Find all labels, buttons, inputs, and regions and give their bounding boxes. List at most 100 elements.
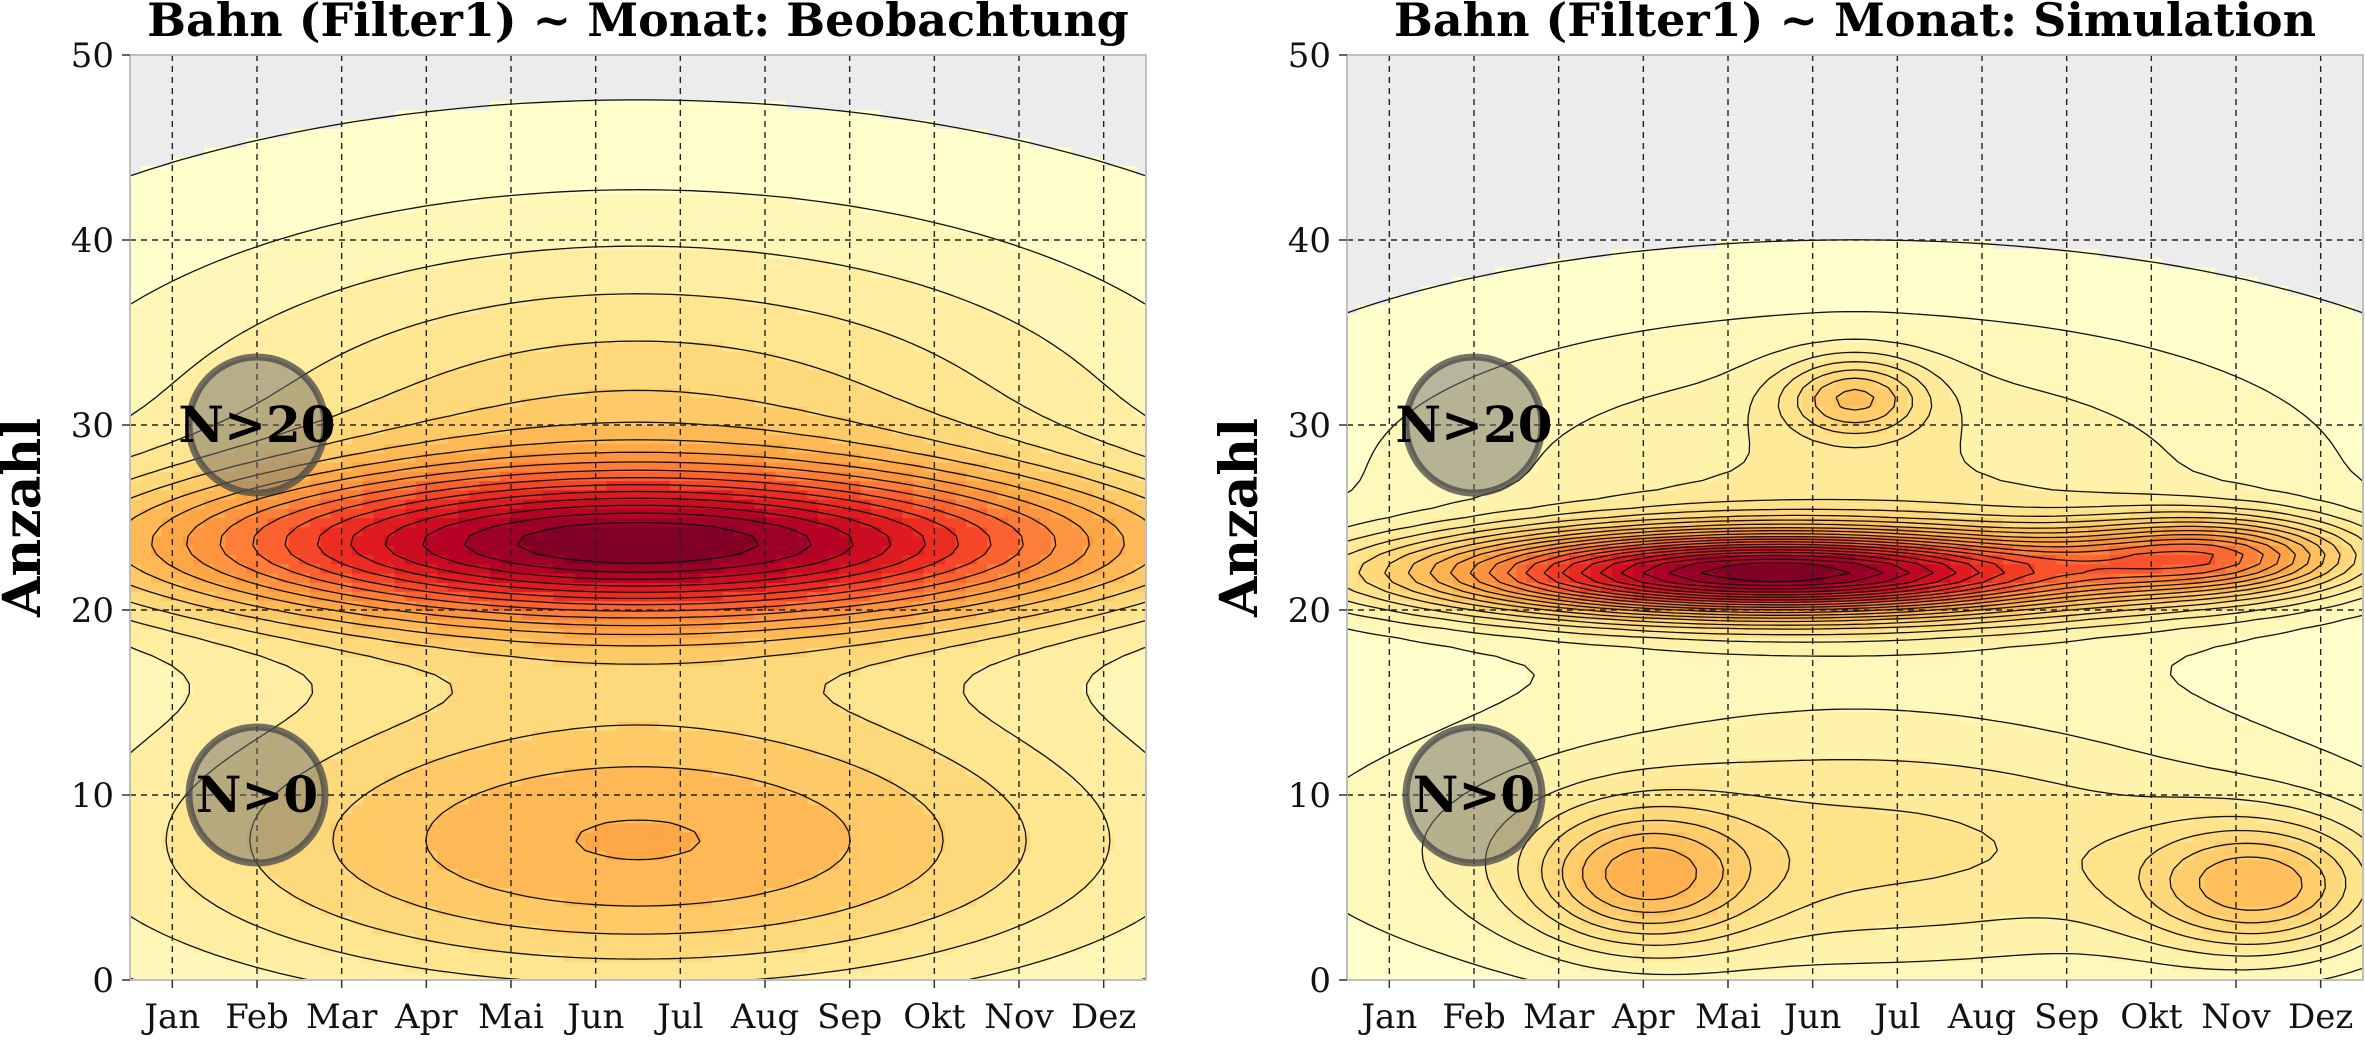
density-cell	[606, 906, 618, 916]
density-cell	[796, 813, 808, 824]
density-cell	[458, 822, 470, 833]
density-cell	[458, 887, 470, 898]
density-cell	[479, 656, 491, 667]
density-cell	[1050, 906, 1062, 916]
density-cell	[648, 878, 660, 889]
density-cell	[627, 785, 639, 796]
density-cell	[288, 591, 300, 602]
density-cell	[204, 665, 216, 676]
density-cell	[817, 832, 830, 842]
density-cell	[267, 545, 279, 556]
density-cell	[193, 610, 205, 620]
density-cell	[172, 758, 184, 768]
density-cell	[987, 508, 999, 519]
density-cell	[320, 739, 332, 750]
density-cell	[362, 674, 375, 685]
density-cell	[1093, 748, 1105, 759]
density-cell	[225, 545, 237, 556]
density-cell	[553, 924, 565, 935]
density-cell	[765, 850, 777, 861]
density-cell	[659, 554, 671, 565]
density-cell	[1103, 869, 1115, 879]
density-cell	[130, 499, 142, 509]
density-cell	[521, 896, 533, 907]
density-cell	[1082, 841, 1094, 852]
density-cell	[987, 517, 999, 528]
density-cell	[426, 804, 438, 815]
density-cell	[786, 915, 798, 926]
density-cell	[1040, 767, 1052, 778]
density-cell	[669, 878, 681, 889]
density-cell	[521, 887, 533, 898]
density-cell	[532, 656, 544, 667]
density-cell	[923, 804, 935, 815]
density-cell	[130, 832, 142, 842]
density-cell	[352, 878, 364, 889]
density-cell	[701, 730, 713, 741]
density-cell	[987, 952, 999, 963]
density-cell	[214, 628, 226, 639]
density-cell	[278, 610, 290, 620]
density-cell	[606, 684, 618, 694]
density-cell	[966, 665, 978, 676]
density-cell	[542, 933, 554, 944]
density-cell	[553, 730, 565, 741]
density-cell	[892, 943, 904, 953]
density-cell	[415, 684, 427, 694]
density-cell	[246, 637, 258, 648]
density-cell	[436, 526, 449, 537]
density-cell	[701, 970, 713, 980]
density-cell	[447, 684, 459, 694]
density-cell	[204, 628, 216, 639]
density-cell	[659, 711, 671, 722]
density-cell	[976, 554, 988, 565]
density-cell	[214, 896, 226, 907]
density-cell	[532, 536, 544, 546]
density-cell	[669, 554, 681, 565]
density-cell	[521, 647, 533, 657]
density-cell	[892, 822, 904, 833]
density-cell	[257, 656, 269, 667]
density-cell	[415, 610, 427, 620]
density-cell	[966, 573, 978, 583]
density-cell	[1124, 508, 1137, 519]
density-cell	[987, 758, 999, 768]
density-cell	[881, 628, 893, 639]
density-cell	[309, 702, 322, 713]
density-cell	[595, 619, 607, 630]
density-cell	[1082, 674, 1094, 685]
density-cell	[394, 656, 406, 667]
density-cell	[860, 841, 872, 852]
density-cell	[1135, 933, 1146, 944]
density-cell	[701, 684, 713, 694]
density-cell	[521, 600, 533, 611]
density-cell	[309, 693, 322, 704]
density-cell	[1093, 684, 1105, 694]
density-cell	[468, 776, 480, 787]
density-cell	[828, 785, 840, 796]
density-cell	[394, 850, 406, 861]
density-cell	[754, 508, 766, 519]
density-cell	[1050, 526, 1062, 537]
density-cell	[606, 961, 618, 972]
density-cell	[309, 952, 322, 963]
density-cell	[436, 591, 449, 602]
density-cell	[288, 536, 300, 546]
density-cell	[204, 573, 216, 583]
density-cell	[796, 906, 808, 916]
density-cell	[1071, 758, 1084, 768]
density-cell	[130, 961, 142, 972]
density-cell	[648, 859, 660, 870]
density-cell	[743, 896, 756, 907]
density-cell	[659, 730, 671, 741]
density-cell	[267, 859, 279, 870]
density-cell	[182, 610, 195, 620]
density-cell	[130, 841, 142, 852]
density-cell	[489, 730, 502, 741]
density-cell	[690, 536, 703, 546]
density-cell	[627, 665, 639, 676]
density-cell	[997, 693, 1010, 704]
density-cell	[331, 563, 343, 574]
density-cell	[1093, 822, 1105, 833]
density-cell	[140, 591, 152, 602]
